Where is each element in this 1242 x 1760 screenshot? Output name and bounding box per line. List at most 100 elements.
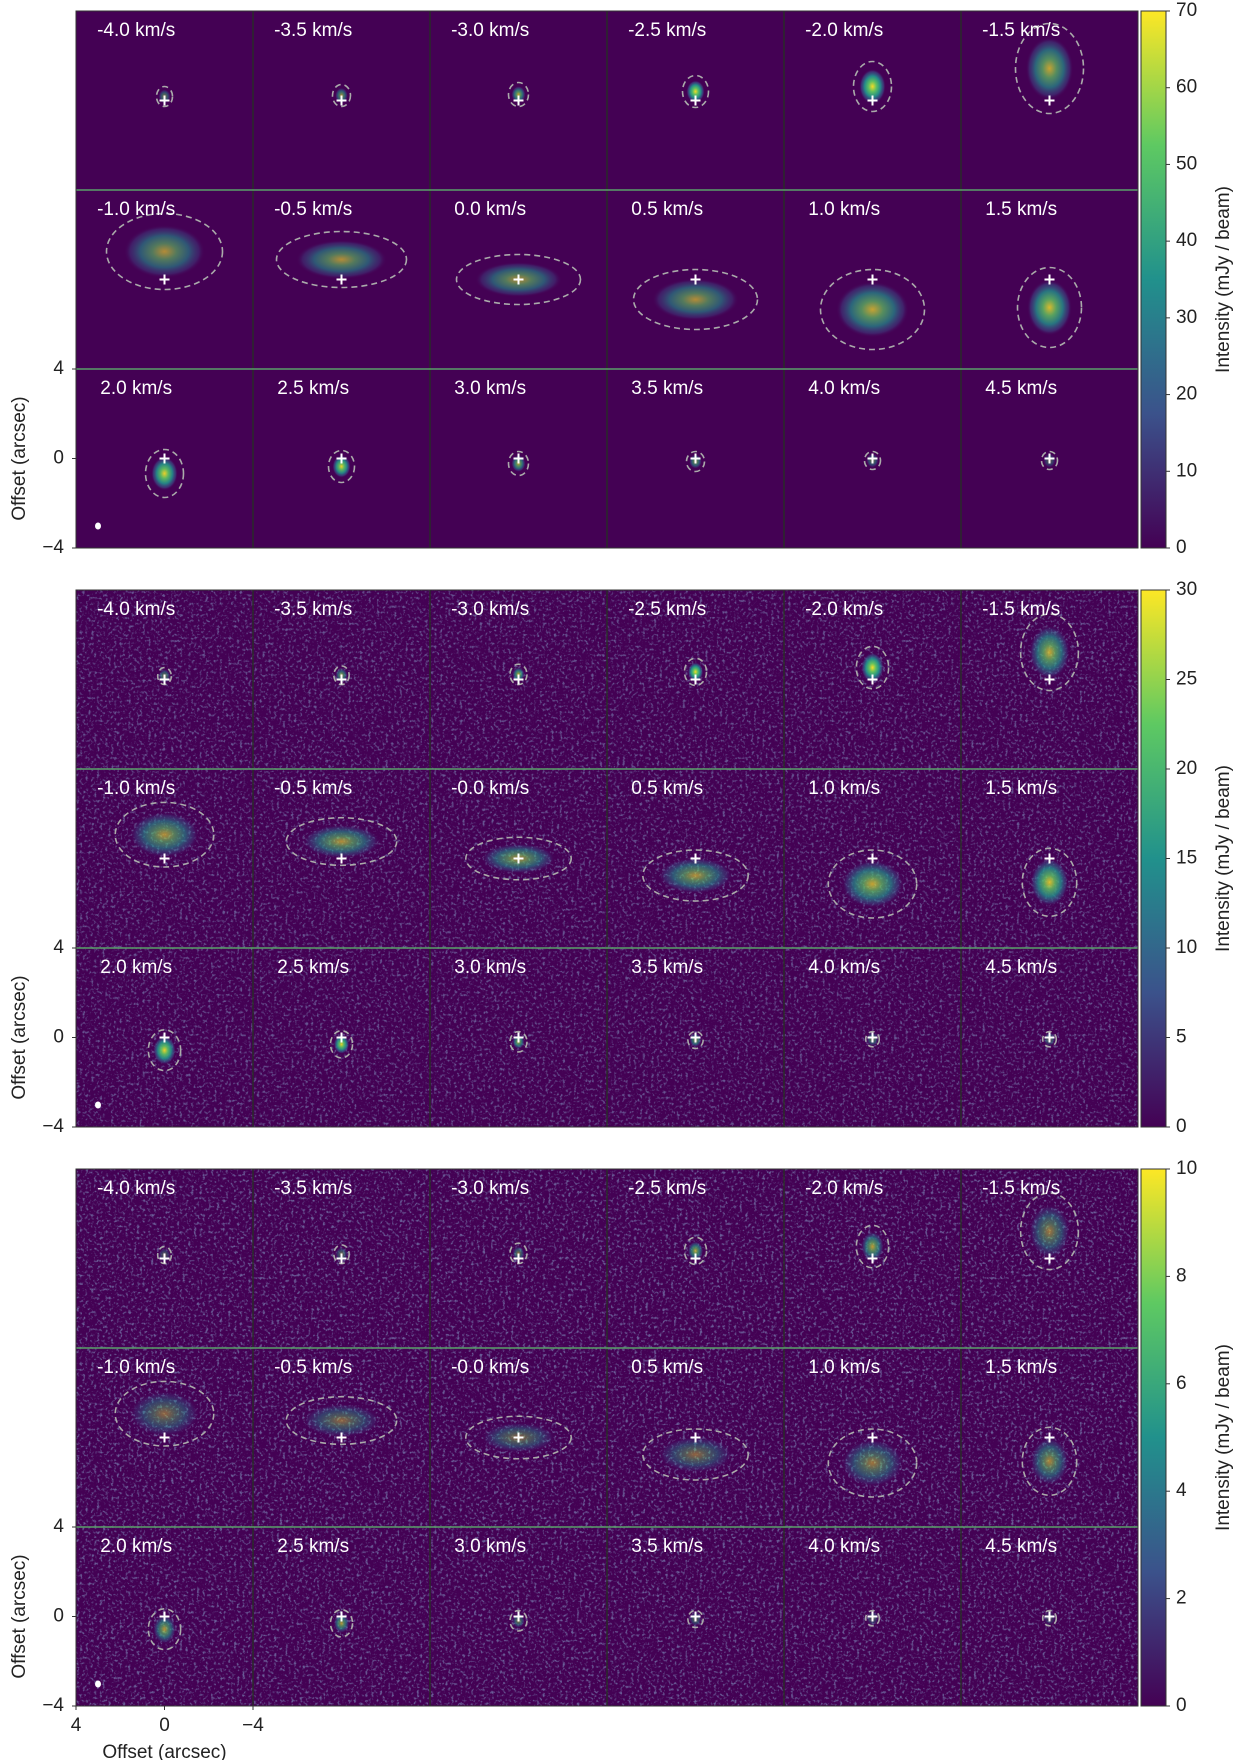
- colorbar-tick-label: 6: [1176, 1373, 1187, 1394]
- velocity-label: -0.5 km/s: [274, 778, 352, 799]
- source-marker: [1044, 274, 1055, 285]
- emission: [1029, 1204, 1070, 1259]
- velocity-label: -1.5 km/s: [982, 599, 1060, 620]
- emission: [859, 69, 886, 104]
- velocity-label: 0.5 km/s: [631, 199, 703, 220]
- source-marker: [159, 1032, 170, 1043]
- velocity-label: 4.5 km/s: [985, 957, 1057, 978]
- colorbar-tick-label: 8: [1176, 1265, 1187, 1286]
- emission: [686, 80, 705, 103]
- velocity-label: -2.5 km/s: [628, 599, 706, 620]
- contour: [632, 268, 759, 331]
- contour: [827, 1428, 918, 1498]
- velocity-label: -2.0 km/s: [805, 599, 883, 620]
- source-marker: [513, 853, 524, 864]
- beam: [95, 1101, 101, 1109]
- velocity-label: -4.0 km/s: [97, 599, 175, 620]
- emission: [658, 857, 733, 894]
- source-marker: [159, 853, 170, 864]
- velocity-label: 3.0 km/s: [454, 957, 526, 978]
- source-marker: [159, 1253, 170, 1264]
- contour: [852, 60, 893, 113]
- y-tick-label: −4: [42, 537, 64, 558]
- velocity-label: -2.5 km/s: [628, 1178, 706, 1199]
- source-marker: [1044, 1253, 1055, 1264]
- contour: [144, 448, 185, 499]
- velocity-label: 1.0 km/s: [808, 199, 880, 220]
- source-marker: [159, 95, 170, 106]
- emission: [841, 1439, 904, 1487]
- source-marker: [513, 1432, 524, 1443]
- frame: [75, 1168, 1139, 1707]
- source-marker: [1044, 674, 1055, 685]
- y-tick-label: 4: [53, 937, 64, 958]
- source-marker: [867, 1032, 878, 1043]
- colorbar-tick-label: 25: [1176, 669, 1197, 690]
- velocity-label: 4.0 km/s: [808, 1536, 880, 1557]
- source-marker: [513, 453, 524, 464]
- colorbar-label: Intensity (mJy / beam): [1213, 1344, 1234, 1531]
- contour: [1016, 266, 1083, 349]
- contour: [864, 1609, 881, 1627]
- source-marker: [336, 95, 347, 106]
- emission: [687, 1241, 704, 1261]
- contour: [327, 449, 356, 484]
- x-tick-label: 4: [71, 1715, 82, 1736]
- velocity-label: 3.5 km/s: [631, 1536, 703, 1557]
- colorbar: [1140, 1168, 1167, 1707]
- y-axis-label: Offset (arcsec): [9, 396, 30, 520]
- contour: [1040, 450, 1059, 471]
- contour: [641, 849, 749, 902]
- colorbar-tick-label: 30: [1176, 307, 1197, 328]
- velocity-label: -4.0 km/s: [97, 20, 175, 41]
- emission: [123, 224, 206, 279]
- emission: [302, 1403, 381, 1438]
- emission: [302, 824, 381, 859]
- colorbar-tick-label: 40: [1176, 230, 1197, 251]
- contour: [687, 1609, 704, 1629]
- velocity-label: 1.0 km/s: [808, 1357, 880, 1378]
- velocity-label: 1.5 km/s: [985, 1357, 1057, 1378]
- velocity-label: 0.0 km/s: [454, 199, 526, 220]
- velocity-label: 3.0 km/s: [454, 1536, 526, 1557]
- velocity-label: 3.5 km/s: [631, 957, 703, 978]
- emission: [296, 239, 387, 280]
- source-marker: [867, 274, 878, 285]
- velocity-label: 4.5 km/s: [985, 378, 1057, 399]
- contour: [105, 212, 224, 291]
- source-marker: [513, 1611, 524, 1622]
- emission: [153, 1035, 176, 1065]
- emission: [652, 278, 739, 321]
- emission: [1027, 279, 1072, 336]
- contour: [1019, 613, 1080, 692]
- velocity-label: -3.0 km/s: [451, 20, 529, 41]
- emission: [512, 667, 525, 682]
- colorbar-tick-label: 2: [1176, 1588, 1187, 1609]
- source-marker: [159, 1611, 170, 1622]
- emission: [1029, 625, 1070, 680]
- colorbar-tick-label: 30: [1176, 579, 1197, 600]
- source-marker: [867, 853, 878, 864]
- contour: [455, 253, 582, 306]
- contour: [147, 1608, 182, 1651]
- velocity-label: -1.0 km/s: [97, 778, 175, 799]
- source-marker: [1044, 853, 1055, 864]
- velocity-label: -3.0 km/s: [451, 1178, 529, 1199]
- source-marker: [690, 453, 701, 464]
- velocity-label: -2.0 km/s: [805, 20, 883, 41]
- y-tick-label: 0: [53, 1027, 64, 1048]
- velocity-label: 3.5 km/s: [631, 378, 703, 399]
- source-marker: [690, 95, 701, 106]
- velocity-label: -0.0 km/s: [451, 778, 529, 799]
- velocity-label: 2.0 km/s: [100, 957, 172, 978]
- emission: [151, 456, 178, 491]
- source-marker: [513, 1253, 524, 1264]
- velocity-label: -0.0 km/s: [451, 1357, 529, 1378]
- contour: [285, 816, 398, 867]
- source-marker: [513, 95, 524, 106]
- emission: [836, 281, 909, 338]
- emission: [333, 1034, 350, 1054]
- velocity-label: 2.0 km/s: [100, 1536, 172, 1557]
- contour: [156, 666, 173, 686]
- emission: [1030, 858, 1069, 907]
